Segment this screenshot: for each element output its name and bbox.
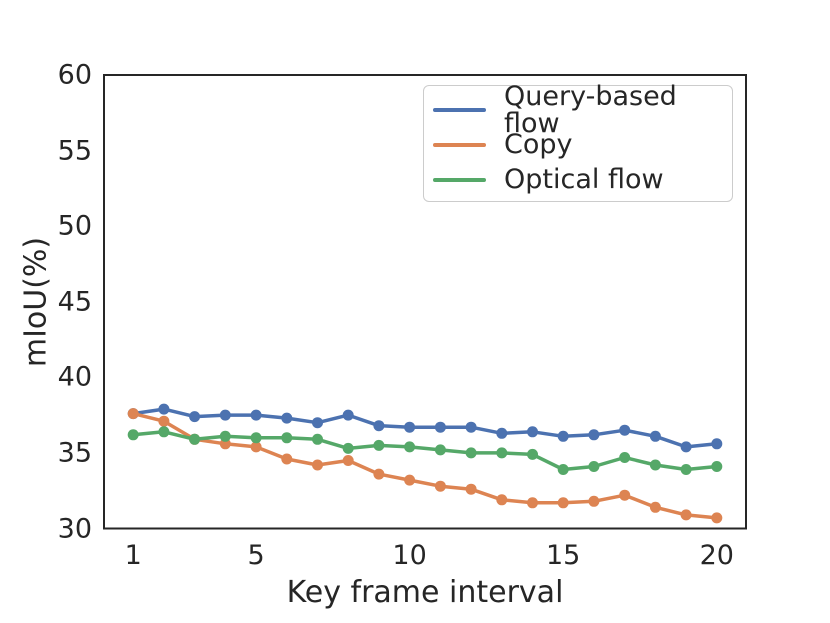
data-point-optical-flow	[127, 429, 139, 441]
x-tick-label: 1	[124, 540, 142, 571]
data-point-copy	[527, 497, 538, 509]
data-point-query-based-flow	[711, 438, 723, 450]
legend: Query-based flow Copy Optical flow	[423, 83, 733, 202]
data-point-copy	[588, 495, 600, 507]
data-point-query-based-flow	[434, 421, 446, 433]
data-point-query-based-flow	[158, 403, 170, 415]
y-tick-label: 35	[57, 437, 92, 469]
legend-row: Query-based flow	[424, 83, 732, 137]
data-point-query-based-flow	[619, 424, 631, 436]
x-tick-label: 20	[699, 540, 734, 571]
data-point-copy	[434, 480, 446, 492]
data-point-copy	[312, 459, 323, 471]
y-tick-label: 45	[57, 286, 92, 318]
data-point-copy	[342, 455, 354, 466]
data-point-query-based-flow	[281, 412, 293, 424]
data-point-optical-flow	[434, 444, 446, 456]
data-point-optical-flow	[588, 461, 600, 472]
data-point-query-based-flow	[465, 421, 477, 433]
y-tick-label: 55	[57, 135, 92, 167]
y-tick-label: 50	[57, 210, 92, 242]
data-point-query-based-flow	[496, 427, 508, 439]
legend-row: Optical flow	[424, 162, 732, 197]
y-tick-label: 60	[57, 59, 92, 91]
legend-label: Query-based flow	[504, 80, 677, 139]
data-point-query-based-flow	[527, 426, 538, 438]
data-point-copy	[250, 441, 262, 453]
legend-row: Copy	[424, 127, 732, 162]
data-point-copy	[281, 453, 293, 465]
data-point-optical-flow	[527, 448, 538, 460]
data-point-optical-flow	[680, 464, 692, 475]
data-point-copy	[649, 501, 661, 513]
data-point-optical-flow	[619, 452, 631, 463]
y-tick-label: 30	[57, 513, 92, 544]
data-point-query-based-flow	[649, 430, 661, 442]
data-point-query-based-flow	[588, 429, 600, 441]
data-point-copy	[557, 497, 569, 509]
x-axis-label: Key frame interval	[286, 575, 564, 610]
data-point-copy	[404, 474, 416, 486]
data-point-query-based-flow	[312, 417, 323, 429]
plot-frame	[103, 74, 747, 530]
data-point-optical-flow	[219, 430, 231, 442]
data-point-copy	[680, 509, 692, 521]
x-tick-label: 10	[392, 540, 427, 571]
data-point-query-based-flow	[404, 421, 416, 433]
data-point-optical-flow	[496, 447, 508, 459]
data-point-copy	[158, 415, 170, 427]
data-point-copy	[496, 494, 508, 506]
legend-line-swatch	[433, 107, 486, 112]
data-point-query-based-flow	[189, 411, 201, 423]
data-point-optical-flow	[250, 432, 262, 444]
data-point-query-based-flow	[373, 420, 385, 432]
legend-label: Copy	[504, 129, 573, 160]
legend-label: Optical flow	[504, 164, 664, 195]
y-axis-label: mIoU(%)	[18, 236, 54, 368]
data-point-copy	[711, 512, 723, 524]
data-point-optical-flow	[711, 461, 723, 472]
data-point-copy	[373, 468, 385, 480]
data-point-query-based-flow	[557, 430, 569, 442]
legend-line-swatch	[433, 142, 486, 147]
data-point-query-based-flow	[342, 409, 354, 421]
data-point-copy	[465, 483, 477, 495]
data-point-optical-flow	[373, 439, 385, 451]
x-tick-label: 5	[247, 540, 265, 571]
data-point-copy	[619, 489, 631, 501]
data-point-optical-flow	[649, 459, 661, 471]
data-point-optical-flow	[557, 464, 569, 475]
data-point-optical-flow	[312, 433, 323, 445]
data-point-query-based-flow	[219, 409, 231, 421]
data-point-optical-flow	[465, 447, 477, 459]
data-point-optical-flow	[342, 442, 354, 454]
data-point-optical-flow	[158, 426, 170, 438]
data-point-optical-flow	[404, 441, 416, 453]
data-point-copy	[127, 408, 139, 420]
data-point-optical-flow	[189, 433, 201, 445]
data-point-optical-flow	[281, 432, 293, 444]
x-tick-label: 15	[546, 540, 581, 571]
data-point-query-based-flow	[250, 409, 262, 421]
data-point-query-based-flow	[680, 441, 692, 453]
legend-line-swatch	[433, 177, 486, 182]
y-tick-label: 40	[57, 361, 92, 393]
